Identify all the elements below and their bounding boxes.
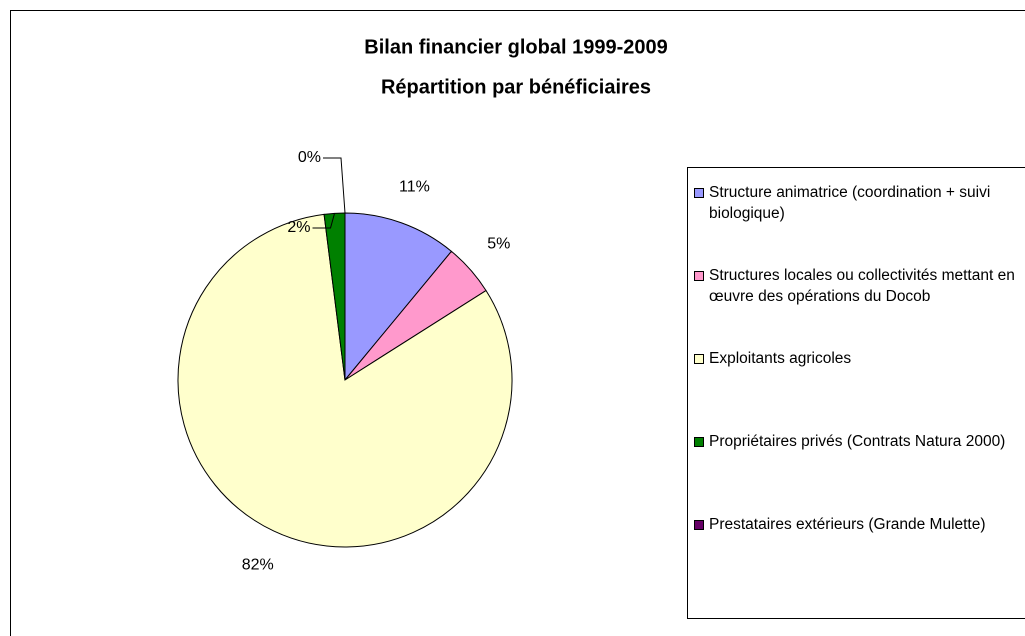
legend-label: Prestataires extérieurs (Grande Mulette): [709, 516, 986, 533]
legend-label: Propriétaires privés (Contrats Natura 20…: [709, 433, 1006, 450]
data-label: 0%: [298, 149, 321, 166]
legend-swatch: [694, 437, 704, 447]
legend-swatch: [694, 520, 704, 530]
pie-slice: [177, 213, 513, 548]
legend-item: Exploitants agricoles: [694, 348, 1025, 369]
data-label: 82%: [242, 557, 274, 574]
legend-swatch: [694, 271, 704, 281]
data-label: 5%: [487, 236, 510, 253]
legend-label: Exploitants agricoles: [709, 350, 852, 367]
chart-subtitle: Répartition par bénéficiaires: [381, 76, 651, 98]
legend-label: Structure animatrice (coordination + sui…: [709, 184, 991, 222]
legend-item: Propriétaires privés (Contrats Natura 20…: [694, 431, 1025, 452]
legend-swatch: [694, 188, 704, 198]
data-label: 11%: [399, 178, 430, 195]
leader-line: [323, 157, 346, 214]
legend: Structure animatrice (coordination + sui…: [687, 167, 1025, 619]
legend-item: Prestataires extérieurs (Grande Mulette): [694, 514, 1025, 535]
legend-item: Structures locales ou collectivités mett…: [694, 265, 1025, 307]
chart-title: Bilan financier global 1999-2009: [364, 36, 667, 58]
legend-label: Structures locales ou collectivités mett…: [709, 267, 1015, 305]
data-label: 2%: [287, 219, 310, 236]
leader-line: [312, 213, 335, 229]
pie-slice: [344, 212, 453, 382]
legend-swatch: [694, 354, 704, 364]
legend-item: Structure animatrice (coordination + sui…: [694, 182, 1025, 224]
